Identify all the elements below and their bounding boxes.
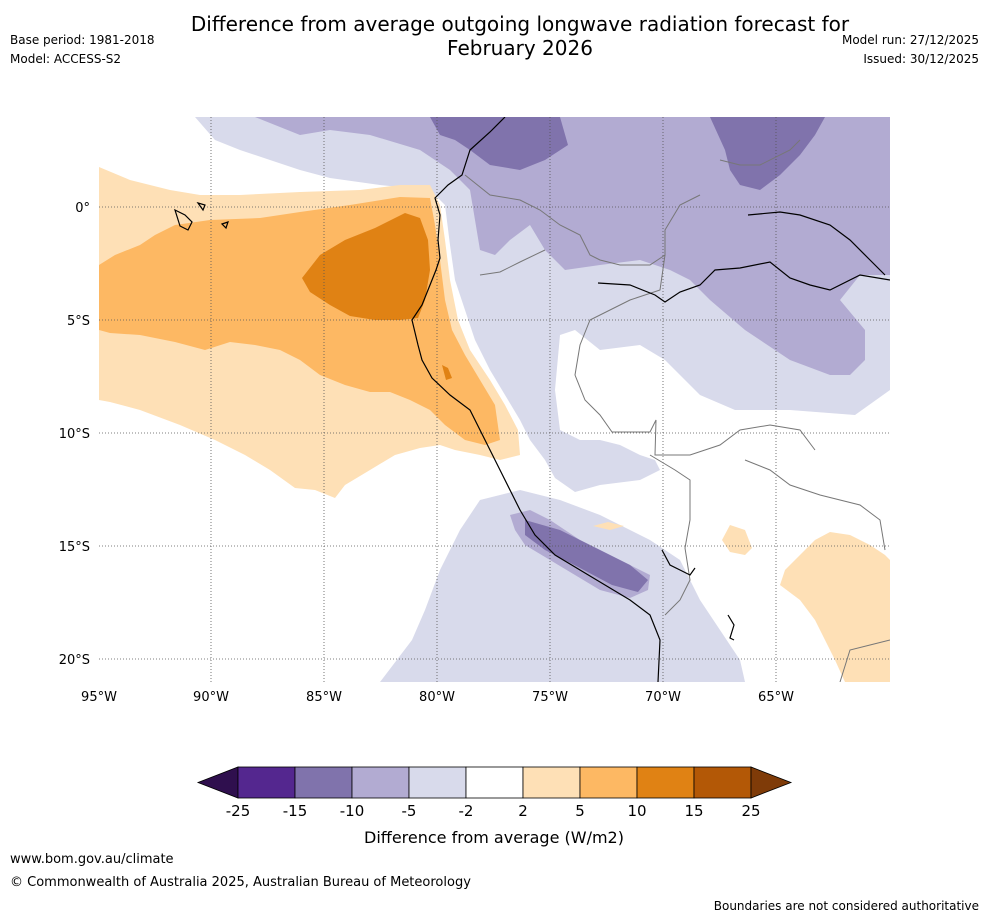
region-pos-2-5-blob-b xyxy=(593,522,624,530)
colorbar-tick: 2 xyxy=(518,802,528,820)
colorbar-bin xyxy=(465,766,524,799)
colorbar-bin xyxy=(522,766,581,799)
footer-note: Boundaries are not considered authoritat… xyxy=(713,899,979,913)
colorbar-bin xyxy=(636,766,695,799)
region-neg-10-15-a xyxy=(430,117,568,170)
colorbar-tick: -2 xyxy=(459,802,474,820)
footer-copyright: © Commonwealth of Australia 2025, Austra… xyxy=(10,875,471,890)
lon-label: 65°W xyxy=(758,690,794,705)
colorbar-bin xyxy=(237,766,296,799)
lat-label: 5°S xyxy=(67,314,90,329)
colorbar-bin xyxy=(693,766,752,799)
region-neg-2-5-south xyxy=(380,490,745,682)
colorbar-bin xyxy=(351,766,410,799)
region-neg-10-15-c xyxy=(525,520,648,592)
region-pos-10-15-small xyxy=(442,365,452,380)
colorbar-bin xyxy=(294,766,353,799)
colorbar-ticks: -25 -15 -10 -5 -2 2 5 10 15 25 xyxy=(226,802,761,820)
map-gridlines xyxy=(99,117,890,682)
lon-label: 95°W xyxy=(81,690,117,705)
region-pos-2-5-blob-a xyxy=(722,525,752,555)
colorbar-bin xyxy=(579,766,638,799)
lat-label: 0° xyxy=(75,201,90,216)
issued-date: Issued: 30/12/2025 xyxy=(863,52,979,66)
lat-label: 15°S xyxy=(59,540,90,555)
colorbar-tick: 15 xyxy=(684,802,703,820)
footer-url[interactable]: www.bom.gov.au/climate xyxy=(10,852,174,867)
colorbar-bin xyxy=(408,766,467,799)
lon-label: 80°W xyxy=(419,690,455,705)
chart-title: Difference from average outgoing longwav… xyxy=(190,12,850,60)
colorbar-tick: 25 xyxy=(741,802,760,820)
colorbar-tick: -25 xyxy=(226,802,251,820)
model-run-date: Model run: 27/12/2025 xyxy=(841,33,979,47)
lon-label: 90°W xyxy=(193,690,229,705)
region-pos-10-15 xyxy=(302,213,430,320)
region-pos-2-5-east xyxy=(780,532,890,682)
lat-label: 20°S xyxy=(59,653,90,668)
colorbar-tick: -5 xyxy=(402,802,417,820)
colorbar-tick: 5 xyxy=(575,802,585,820)
country-borders xyxy=(464,139,890,682)
colorbar-above-max xyxy=(750,766,793,799)
colorbar-title: Difference from average (W/m2) xyxy=(364,828,624,847)
colorbar-tick: -10 xyxy=(340,802,365,820)
model-name: Model: ACCESS-S2 xyxy=(10,52,122,66)
coastlines xyxy=(174,117,890,682)
colorbar-tick: -15 xyxy=(283,802,308,820)
lon-label: 75°W xyxy=(532,690,568,705)
region-neg-5-10-north xyxy=(255,117,890,375)
colorbar-below-min xyxy=(196,766,239,799)
lat-label: 10°S xyxy=(59,427,90,442)
map-fields xyxy=(99,117,890,682)
colorbar-boxes xyxy=(196,766,793,799)
lon-label: 70°W xyxy=(645,690,681,705)
region-neg-10-15-b xyxy=(710,117,825,190)
colorbar-tick: 10 xyxy=(627,802,646,820)
base-period: Base period: 1981-2018 xyxy=(10,33,155,47)
lon-label: 85°W xyxy=(306,690,342,705)
map-axes: 0° 5°S 10°S 15°S 20°S 95°W 90°W 85°W 80°… xyxy=(59,201,794,705)
